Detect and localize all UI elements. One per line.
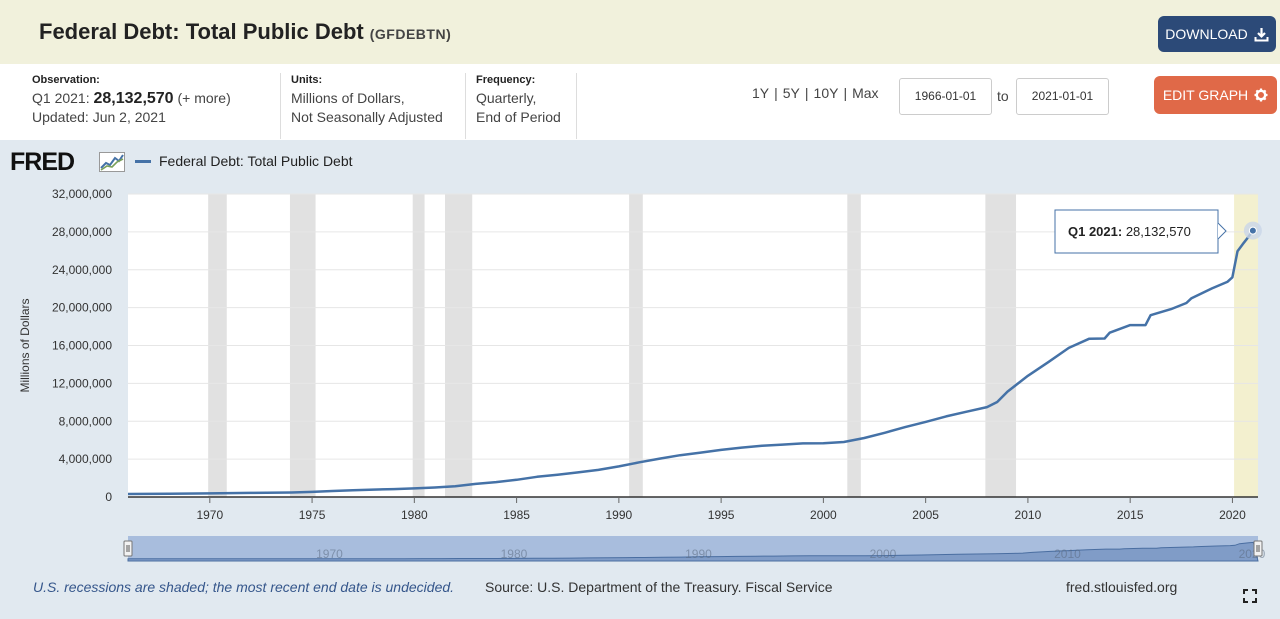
series-line	[127, 229, 1254, 496]
y-tick-label: 28,000,000	[52, 225, 112, 239]
range-5y-link[interactable]: 5Y	[782, 85, 800, 101]
units-block: Units: Millions of Dollars, Not Seasonal…	[291, 73, 461, 139]
x-tick-label: 1975	[299, 508, 326, 522]
x-tick-label: 2020	[1219, 508, 1246, 522]
observation-value: 28,132,570	[93, 90, 174, 107]
x-tick-label: 2010	[1015, 508, 1042, 522]
tooltip-period: Q1 2021:	[1068, 224, 1126, 239]
navigator-label: 2010	[1054, 547, 1081, 561]
y-tick-label: 20,000,000	[52, 301, 112, 315]
start-date-input[interactable]: 1966-01-01	[899, 78, 992, 115]
to-label: to	[997, 88, 1009, 104]
navigator-label: 1980	[501, 547, 528, 561]
range-selector: 1Y | 5Y | 10Y | Max	[752, 85, 879, 101]
site-link[interactable]: fred.stlouisfed.org	[1066, 579, 1178, 595]
x-tick-label: 2000	[810, 508, 837, 522]
chart-legend: Federal Debt: Total Public Debt	[135, 153, 353, 169]
x-tick-label: 2015	[1117, 508, 1144, 522]
source-text: Source: U.S. Department of the Treasury.…	[485, 579, 833, 595]
tooltip-value: 28,132,570	[1126, 224, 1191, 239]
y-tick-label: 12,000,000	[52, 376, 112, 390]
fred-logo: FRED	[10, 148, 75, 177]
page-title: Federal Debt: Total Public Debt (GFDEBTN)	[39, 19, 451, 45]
edit-graph-label: EDIT GRAPH	[1162, 87, 1249, 103]
tooltip-text: Q1 2021: 28,132,570	[1068, 224, 1191, 239]
x-tick-label: 1980	[401, 508, 428, 522]
frequency-block: Frequency: Quarterly, End of Period	[476, 73, 576, 139]
frequency-label: Frequency:	[476, 74, 536, 86]
x-tick-label: 1985	[503, 508, 530, 522]
y-tick-label: 4,000,000	[59, 452, 113, 466]
frequency-line-1: Quarterly,	[476, 90, 537, 106]
x-tick-label: 1990	[606, 508, 633, 522]
hover-point	[1248, 226, 1257, 235]
download-icon	[1254, 27, 1269, 41]
tooltip-pointer	[1217, 222, 1227, 240]
observation-line: Q1 2021: 28,132,570 (+ more)	[32, 89, 272, 108]
meta-divider	[280, 73, 281, 139]
legend-label: Federal Debt: Total Public Debt	[159, 153, 353, 169]
frequency-line-2: End of Period	[476, 109, 561, 125]
series-title: Federal Debt: Total Public Debt	[39, 19, 364, 44]
units-line-1: Millions of Dollars,	[291, 90, 405, 106]
observation-period: Q1 2021:	[32, 90, 90, 106]
observation-more-link[interactable]: (+ more)	[177, 90, 231, 106]
end-date-input[interactable]: 2021-01-01	[1016, 78, 1109, 115]
navigator-label: 1970	[316, 547, 343, 561]
navigator-right-handle[interactable]	[1253, 540, 1263, 557]
x-tick-label: 1995	[708, 508, 735, 522]
range-1y-link[interactable]: 1Y	[752, 85, 770, 101]
updated-date: Updated: Jun 2, 2021	[32, 109, 166, 125]
y-tick-label: 16,000,000	[52, 339, 112, 353]
edit-graph-button[interactable]: EDIT GRAPH	[1154, 76, 1277, 114]
x-tick-label: 1970	[196, 508, 223, 522]
y-tick-label: 32,000,000	[52, 187, 112, 201]
y-tick-label: 0	[105, 490, 112, 504]
gear-icon	[1254, 88, 1268, 102]
range-max-link[interactable]: Max	[852, 85, 879, 101]
legend-swatch	[135, 159, 151, 163]
navigator-label: 1990	[685, 547, 712, 561]
units-line-2: Not Seasonally Adjusted	[291, 109, 443, 125]
y-tick-label: 24,000,000	[52, 263, 112, 277]
fullscreen-icon[interactable]	[1243, 589, 1257, 603]
fred-logo-text: FRED	[10, 148, 75, 176]
meta-divider	[576, 73, 577, 139]
x-tick-label: 2005	[912, 508, 939, 522]
navigator-left-handle[interactable]	[123, 540, 133, 557]
units-label: Units:	[291, 74, 323, 86]
meta-divider	[465, 73, 466, 139]
download-button[interactable]: DOWNLOAD	[1158, 16, 1276, 52]
recession-note: U.S. recessions are shaded; the most rec…	[33, 579, 455, 595]
series-code: (GFDEBTN)	[369, 26, 452, 42]
range-10y-link[interactable]: 10Y	[813, 85, 839, 101]
navigator-label: 2000	[870, 547, 897, 561]
observation-block: Observation: Q1 2021: 28,132,570 (+ more…	[32, 73, 272, 139]
y-tick-label: 8,000,000	[59, 414, 113, 428]
tooltip-box	[1054, 209, 1219, 254]
title-bar: Federal Debt: Total Public Debt (GFDEBTN)…	[0, 0, 1280, 64]
observation-label: Observation:	[32, 74, 100, 86]
y-axis-title: Millions of Dollars	[18, 298, 32, 392]
download-label: DOWNLOAD	[1165, 26, 1248, 42]
fred-logo-icon	[99, 152, 125, 172]
navigator-area	[127, 541, 1259, 562]
